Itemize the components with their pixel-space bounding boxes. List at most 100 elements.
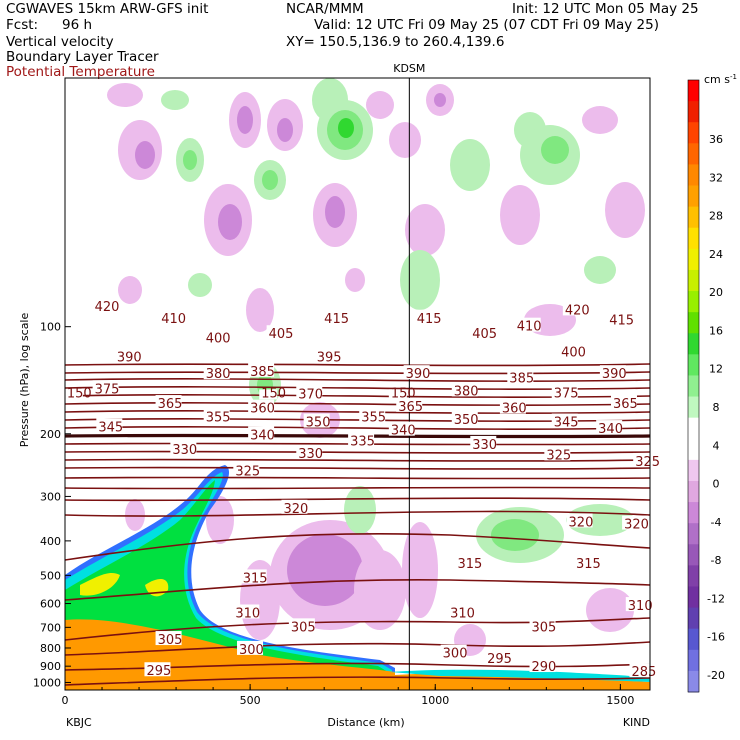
colorbar-swatch xyxy=(688,354,699,376)
station-label-mid: KDSM xyxy=(393,62,425,75)
theta-label-bg xyxy=(64,389,83,400)
theta-label: 330 xyxy=(472,438,497,453)
y-tick-label: 600 xyxy=(40,598,61,611)
theta-label-bg xyxy=(248,399,275,414)
theta-label-bg xyxy=(359,408,386,423)
theta-label: 370 xyxy=(298,387,323,402)
x-axis-label: Distance (km) xyxy=(327,716,404,729)
colorbar-tick-label: 28 xyxy=(709,210,723,223)
theta-label-bg xyxy=(625,597,652,612)
theta-label-bg xyxy=(144,662,171,677)
theta-label-bg xyxy=(507,369,534,384)
theta-label: 415 xyxy=(609,313,634,328)
station-label-left: KBJC xyxy=(66,716,92,729)
theta-label: 365 xyxy=(613,397,638,412)
colorbar-swatch xyxy=(688,459,699,482)
colorbar-tick-label: 16 xyxy=(709,324,723,337)
theta-label: 375 xyxy=(95,382,120,397)
theta-label: 330 xyxy=(298,447,323,462)
colorbar-swatch xyxy=(688,502,699,524)
theta-label: 310 xyxy=(235,607,260,622)
x-axis: 0 500 1000 1500 xyxy=(62,684,634,707)
y-axis-label: Pressure (hPa), log scale xyxy=(18,313,31,448)
theta-label-bg xyxy=(240,569,267,584)
theta-label: 150 xyxy=(261,386,286,401)
theta-label-bg xyxy=(155,631,182,646)
theta-label: 325 xyxy=(546,448,571,463)
theta-label-bg xyxy=(92,297,119,312)
theta-label: 420 xyxy=(565,303,590,318)
theta-label-group: 420 410 415 415 420 415 405 400 405 410 390 395 400 3… xyxy=(64,297,660,680)
colorbar-swatch xyxy=(688,480,699,503)
theta-label-bg xyxy=(562,301,589,316)
theta-label-bg xyxy=(266,325,293,340)
colorbar-swatch xyxy=(688,670,699,693)
theta-label: 415 xyxy=(417,312,442,327)
theta-label: 405 xyxy=(472,327,497,342)
y-tick-label: 500 xyxy=(40,569,61,582)
theta-label-bg xyxy=(92,380,119,395)
colorbar-tick-label: 4 xyxy=(713,439,720,452)
theta-label: 150 xyxy=(391,386,416,401)
theta-label-bg xyxy=(633,452,660,467)
theta-label-bg xyxy=(403,365,430,380)
colorbar-swatch xyxy=(688,291,699,313)
theta-label: 350 xyxy=(454,413,479,428)
theta-label-bg xyxy=(296,445,323,460)
theta-label: 295 xyxy=(487,652,512,667)
theta-label: 340 xyxy=(250,428,275,443)
y-tick-label: 1000 xyxy=(33,676,61,689)
theta-label: 305 xyxy=(158,633,183,648)
theta-label: 420 xyxy=(95,300,120,315)
theta-label: 320 xyxy=(283,502,308,517)
theta-label: 350 xyxy=(306,416,331,431)
theta-label: 365 xyxy=(158,397,183,412)
init-time: Init: 12 UTC Mon 05 May 25 xyxy=(512,1,699,17)
theta-label: 150 xyxy=(67,386,92,401)
y-tick-label: 100 xyxy=(40,321,61,334)
colorbar-swatch xyxy=(688,122,699,144)
theta-label: 360 xyxy=(502,402,527,417)
theta-label: 335 xyxy=(350,434,375,449)
y-tick-label: 700 xyxy=(40,621,61,634)
theta-label-bg xyxy=(529,618,556,633)
theta-label-bg xyxy=(551,413,578,428)
theta-label: 385 xyxy=(509,372,534,387)
theta-label-bg xyxy=(596,420,623,435)
theta-label-bg xyxy=(248,426,275,441)
theta-label-bg xyxy=(248,362,275,377)
theta-label-bg xyxy=(155,395,182,410)
theta-label-bg xyxy=(159,309,186,324)
theta-label-bg xyxy=(414,309,441,324)
y-tick-label: 400 xyxy=(40,535,61,548)
theta-label: 390 xyxy=(406,367,431,382)
theta-label: 380 xyxy=(206,367,231,382)
theta-label-bg xyxy=(203,365,230,380)
colorbar-swatch xyxy=(688,417,699,440)
theta-label: 405 xyxy=(269,327,294,342)
colorbar-swatch xyxy=(688,185,699,208)
theta-label: 300 xyxy=(443,647,468,662)
theta-label: 410 xyxy=(517,320,542,335)
theta-label: 320 xyxy=(624,518,649,533)
colorbar-swatch xyxy=(688,164,699,187)
theta-label: 380 xyxy=(454,384,479,399)
theta-label-bg xyxy=(485,650,512,665)
theta-label-bg xyxy=(573,555,600,570)
theta-label-bg xyxy=(514,317,541,332)
y-tick-label: 300 xyxy=(40,490,61,503)
colorbar-swatch xyxy=(688,143,699,165)
theta-label: 320 xyxy=(569,515,594,530)
theta-label-bg xyxy=(203,329,230,344)
colorbar-tick-label: 20 xyxy=(709,286,723,299)
theta-label: 385 xyxy=(250,365,275,380)
theta-label-bg xyxy=(622,515,649,530)
theta-label-bg xyxy=(610,395,637,410)
theta-label: 390 xyxy=(602,367,627,382)
theta-label-bg xyxy=(529,658,556,673)
colorbar-swatch xyxy=(688,523,699,545)
colorbar-swatch xyxy=(688,438,699,461)
theta-label-bg xyxy=(237,640,264,655)
x-tick-label: 1500 xyxy=(606,694,634,707)
